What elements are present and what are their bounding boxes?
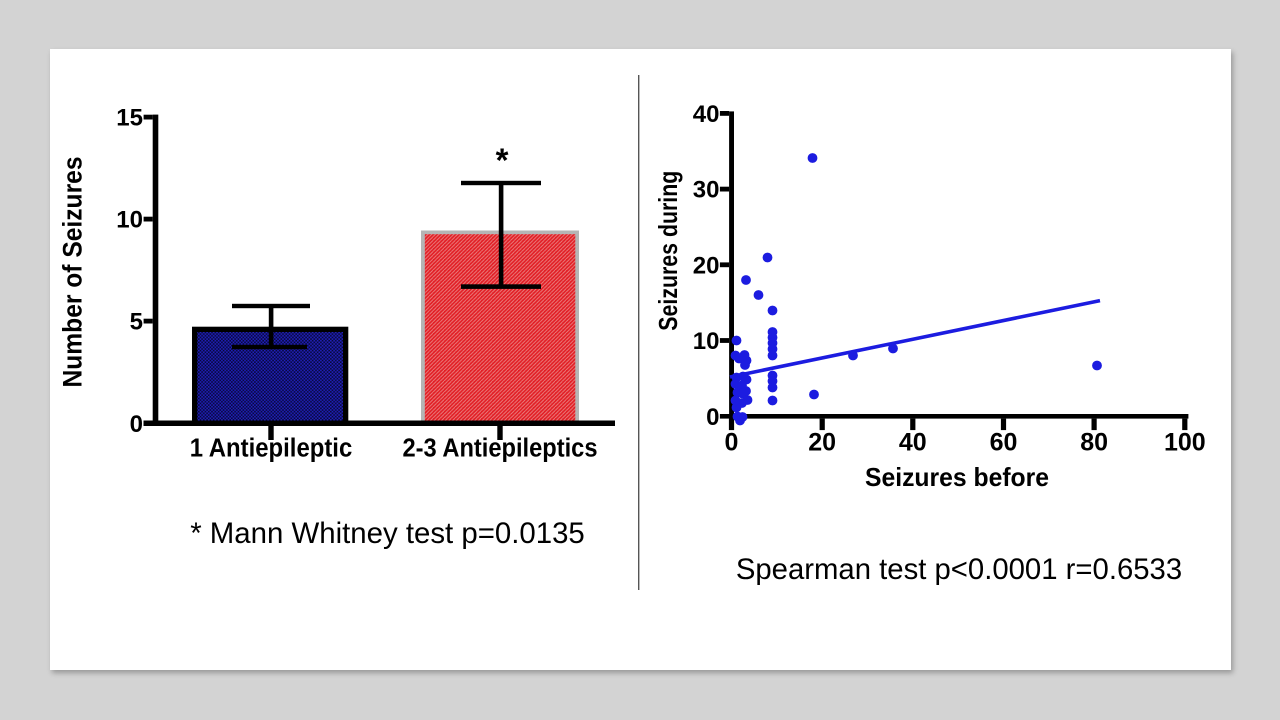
svg-text:Seizures before: Seizures before: [865, 462, 1049, 492]
svg-text:Spearman test p<0.0001 r=0.653: Spearman test p<0.0001 r=0.6533: [736, 553, 1182, 586]
svg-text:20: 20: [808, 429, 836, 457]
svg-text:0: 0: [706, 404, 719, 431]
svg-text:10: 10: [693, 328, 720, 355]
svg-text:Seizures during: Seizures during: [653, 171, 683, 331]
svg-text:1 Antiepileptic: 1 Antiepileptic: [190, 435, 353, 463]
svg-text:20: 20: [693, 252, 720, 279]
svg-text:100: 100: [1164, 429, 1206, 457]
svg-text:0: 0: [725, 429, 739, 457]
svg-text:Number of Seizures: Number of Seizures: [58, 157, 88, 388]
svg-text:2-3 Antiepileptics: 2-3 Antiepileptics: [403, 435, 598, 463]
svg-text:5: 5: [130, 309, 143, 336]
svg-text:80: 80: [1080, 429, 1108, 457]
svg-text:40: 40: [899, 429, 927, 457]
svg-text:10: 10: [116, 207, 143, 234]
svg-text:*: *: [496, 142, 509, 179]
svg-text:0: 0: [130, 411, 143, 438]
svg-text:40: 40: [693, 101, 720, 128]
svg-text:30: 30: [693, 177, 720, 204]
svg-text:60: 60: [990, 429, 1018, 457]
svg-text:* Mann Whitney test p=0.0135: * Mann Whitney test p=0.0135: [190, 517, 585, 550]
svg-text:15: 15: [116, 105, 143, 132]
